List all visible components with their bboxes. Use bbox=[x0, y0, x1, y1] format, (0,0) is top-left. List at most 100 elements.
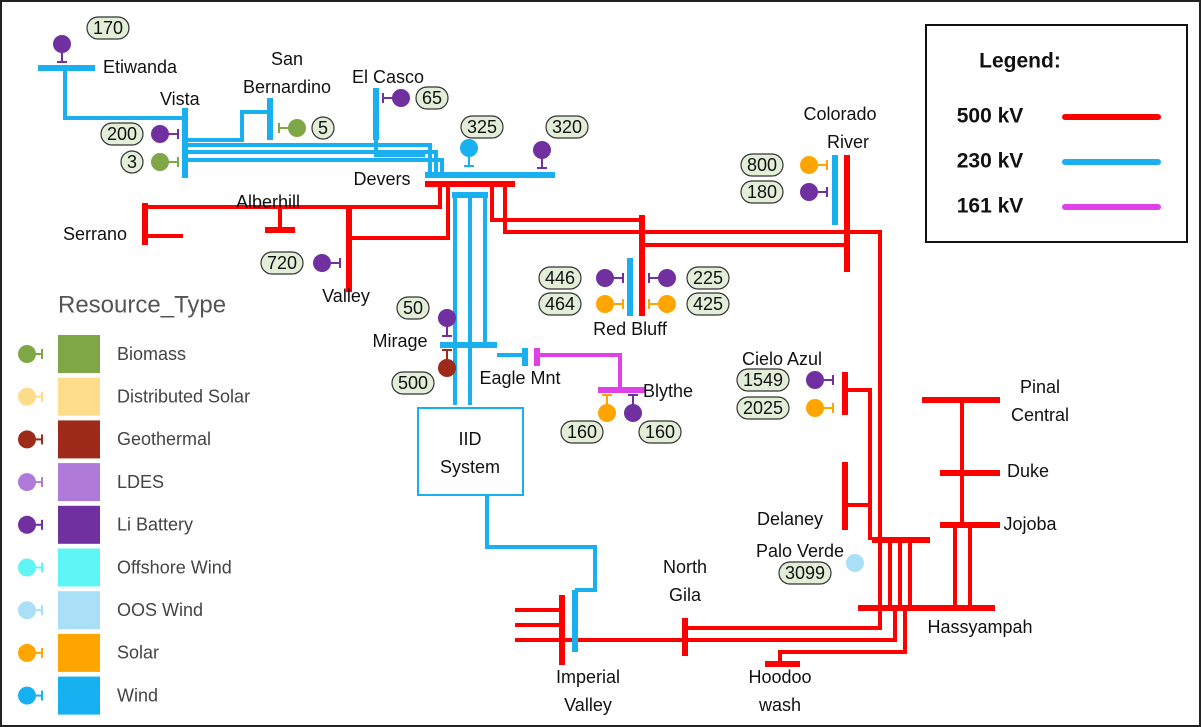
resource-dot bbox=[624, 404, 642, 422]
node-label: Central bbox=[1011, 405, 1069, 425]
resource-value: 500 bbox=[398, 373, 428, 393]
node-label: Blythe bbox=[643, 381, 693, 401]
legend-dot bbox=[18, 558, 36, 577]
resource-badge bbox=[560, 420, 604, 444]
node-label: Hoodoo bbox=[748, 667, 811, 687]
node-label: Valley bbox=[322, 286, 370, 306]
resource-value: 800 bbox=[747, 155, 777, 175]
resource-value: 320 bbox=[552, 117, 582, 137]
node-label: North bbox=[663, 557, 707, 577]
resource-badge bbox=[391, 371, 435, 395]
resource-badge bbox=[686, 292, 730, 316]
resource-dot bbox=[806, 371, 824, 389]
node-label: Mirage bbox=[372, 331, 427, 351]
node-label: Vista bbox=[160, 89, 201, 109]
resource-value: 160 bbox=[645, 422, 675, 442]
legend-dot bbox=[18, 601, 36, 620]
resource-value: 2025 bbox=[743, 398, 783, 418]
resource-dot bbox=[800, 183, 818, 201]
resource-dot bbox=[658, 295, 676, 313]
resource-badge bbox=[311, 116, 335, 140]
voltage-legend-label: 500 kV bbox=[957, 105, 1024, 128]
resource-value: 160 bbox=[567, 422, 597, 442]
resource-badge bbox=[736, 368, 790, 392]
resource-dot bbox=[806, 399, 824, 417]
legend-swatch bbox=[58, 463, 100, 502]
node-label: Imperial bbox=[556, 667, 620, 687]
legend-label: Geothermal bbox=[117, 429, 211, 449]
resource-badge bbox=[396, 296, 430, 320]
resource-value: 1549 bbox=[743, 370, 783, 390]
resource-dot bbox=[313, 254, 331, 272]
node-label: Palo Verde bbox=[756, 541, 844, 561]
resource-dot bbox=[438, 309, 456, 327]
legend-dot bbox=[18, 515, 36, 534]
resource-value: 200 bbox=[107, 124, 137, 144]
node-label: Valley bbox=[564, 695, 612, 715]
node-label: Cielo Azul bbox=[742, 349, 822, 369]
legend-swatch bbox=[58, 591, 100, 630]
resource-value: 720 bbox=[267, 253, 297, 273]
legend-label: Li Battery bbox=[117, 515, 193, 535]
node-label: Serrano bbox=[63, 224, 127, 244]
legend-swatch bbox=[58, 377, 100, 416]
resource-dot bbox=[460, 139, 478, 157]
resource-badge bbox=[538, 292, 582, 316]
node-label: Etiwanda bbox=[103, 57, 178, 77]
resource-value: 446 bbox=[545, 268, 575, 288]
node-label: Devers bbox=[353, 169, 410, 189]
resource-value: 225 bbox=[693, 268, 723, 288]
legend-dot bbox=[18, 686, 36, 705]
resource-value: 425 bbox=[693, 294, 723, 314]
legend-swatch bbox=[58, 548, 100, 587]
legend-label: Distributed Solar bbox=[117, 386, 250, 406]
node-label: System bbox=[440, 457, 500, 477]
node-label: Eagle Mnt bbox=[479, 368, 560, 388]
resource-dot bbox=[392, 89, 410, 107]
resource-dot bbox=[151, 153, 169, 171]
legend-dot bbox=[18, 473, 36, 492]
resource-value: 5 bbox=[318, 118, 328, 138]
legend-dot bbox=[18, 387, 36, 406]
node-label: Jojoba bbox=[1003, 514, 1057, 534]
resource-badge bbox=[538, 266, 582, 290]
resource-dot bbox=[533, 141, 551, 159]
resource-value: 170 bbox=[93, 18, 123, 38]
resource-badge bbox=[545, 115, 589, 139]
legend-dot bbox=[18, 345, 36, 363]
voltage-legend-label: 161 kV bbox=[957, 195, 1024, 218]
resource-value: 3 bbox=[127, 152, 137, 172]
node-label: Alberhill bbox=[236, 192, 300, 212]
resource-dot bbox=[596, 269, 614, 287]
resource-badge bbox=[260, 251, 304, 275]
node-label: Gila bbox=[669, 585, 702, 605]
node-label: Colorado bbox=[803, 104, 876, 124]
node-label: Pinal bbox=[1020, 377, 1060, 397]
node-label: San bbox=[271, 49, 303, 69]
resource-badge bbox=[638, 420, 682, 444]
resource-badge bbox=[740, 153, 784, 177]
node-label: Delaney bbox=[757, 509, 823, 529]
legend-label: OOS Wind bbox=[117, 600, 203, 620]
lines bbox=[38, 65, 1000, 667]
legend-label: Offshore Wind bbox=[117, 557, 232, 577]
resource-badge bbox=[86, 16, 130, 40]
resource-badge bbox=[778, 561, 832, 585]
resource-dot bbox=[438, 359, 456, 377]
resource-badge bbox=[460, 115, 504, 139]
voltage-legend-title: Legend: bbox=[979, 50, 1061, 73]
node-label: Hassyampah bbox=[927, 617, 1032, 637]
node-label: El Casco bbox=[352, 67, 424, 87]
legend-swatch bbox=[58, 335, 100, 373]
resource-value: 65 bbox=[422, 88, 442, 108]
resource-dot bbox=[598, 404, 616, 422]
legend-label: LDES bbox=[117, 472, 164, 492]
resource-badge bbox=[686, 266, 730, 290]
legend-dot bbox=[18, 643, 36, 662]
node-label: Duke bbox=[1007, 461, 1049, 481]
legend-label: Solar bbox=[117, 643, 159, 663]
resource-value: 464 bbox=[545, 294, 575, 314]
resource-value: 180 bbox=[747, 182, 777, 202]
resource-dot bbox=[658, 269, 676, 287]
